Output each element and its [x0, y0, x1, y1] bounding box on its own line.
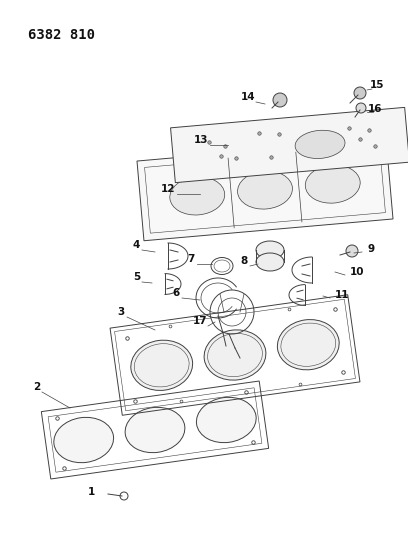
Text: 16: 16 [368, 104, 383, 114]
Text: 1: 1 [88, 487, 95, 497]
Circle shape [346, 245, 358, 257]
Circle shape [356, 103, 366, 113]
Ellipse shape [125, 407, 185, 453]
Text: 10: 10 [350, 267, 364, 277]
Text: 8: 8 [241, 256, 248, 266]
Ellipse shape [277, 320, 339, 370]
Ellipse shape [305, 165, 360, 203]
Ellipse shape [256, 241, 284, 259]
Text: 17: 17 [193, 316, 207, 326]
Text: 3: 3 [118, 307, 125, 317]
Text: 7: 7 [188, 254, 195, 264]
Ellipse shape [204, 330, 266, 380]
Text: 4: 4 [133, 240, 140, 250]
Ellipse shape [256, 253, 284, 271]
Text: 11: 11 [335, 290, 350, 300]
Circle shape [273, 93, 287, 107]
Ellipse shape [170, 177, 225, 215]
Polygon shape [171, 107, 408, 183]
Polygon shape [137, 139, 393, 241]
Ellipse shape [54, 417, 113, 463]
Circle shape [354, 87, 366, 99]
Text: 15: 15 [370, 80, 384, 90]
Ellipse shape [237, 171, 293, 209]
Text: 6: 6 [173, 288, 180, 298]
Text: 12: 12 [160, 184, 175, 194]
Text: 9: 9 [368, 244, 375, 254]
Text: 14: 14 [240, 92, 255, 102]
Text: 13: 13 [193, 135, 208, 145]
Text: 5: 5 [133, 272, 140, 282]
Ellipse shape [196, 397, 256, 442]
Text: 2: 2 [33, 382, 40, 392]
Ellipse shape [295, 130, 345, 158]
Ellipse shape [131, 340, 193, 391]
Text: 6382 810: 6382 810 [28, 28, 95, 42]
